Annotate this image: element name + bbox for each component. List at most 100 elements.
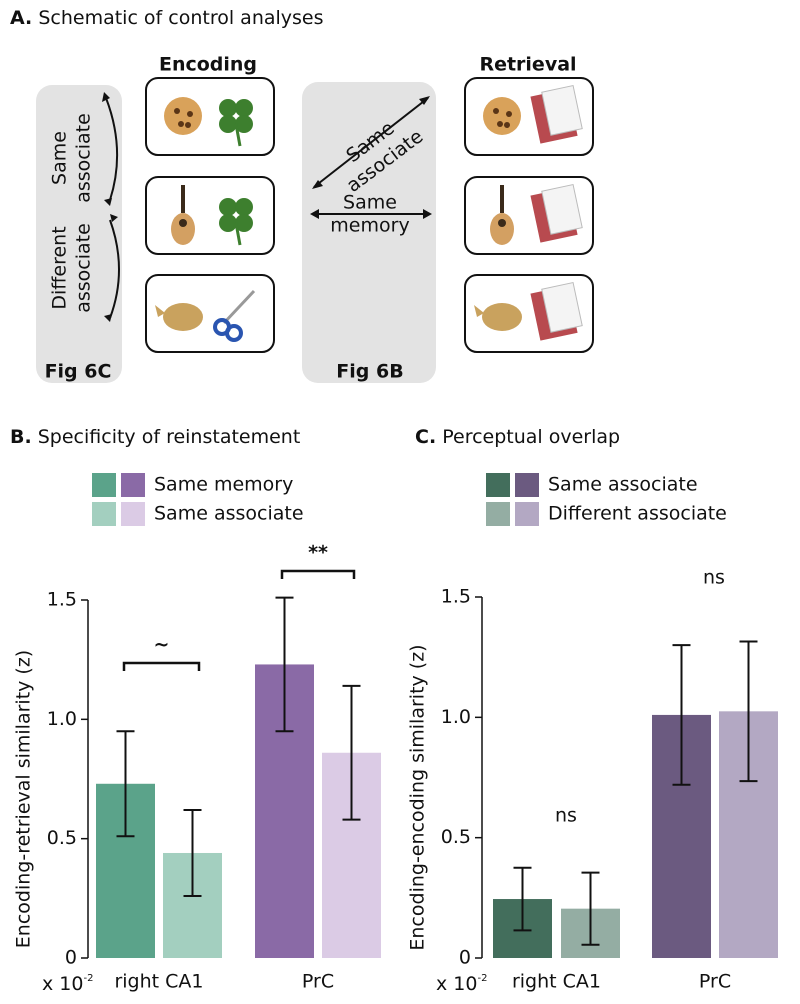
error-bar (513, 866, 532, 932)
chip (493, 108, 499, 114)
hole (498, 219, 506, 227)
leaf (219, 214, 237, 232)
blade (222, 289, 256, 325)
fig-label: Fig 6C (45, 361, 112, 383)
label-line: Same (49, 131, 71, 185)
cookie (164, 97, 202, 135)
x-tick-label: right CA1 (114, 971, 203, 993)
panel-title: B. Specificity of reinstatement (10, 426, 300, 448)
y-tick-label: 1.5 (441, 586, 471, 608)
label: Same associate (49, 113, 95, 203)
spout (155, 305, 165, 317)
significance-label: ns (555, 805, 577, 827)
x-tick-label: PrC (699, 971, 731, 993)
legend-swatch (121, 473, 145, 497)
title: Schematic of control analyses (38, 7, 323, 29)
panel-letter: A. (10, 7, 32, 29)
y-tick-label: 0 (459, 947, 471, 969)
y-tick-label: 0.5 (441, 826, 471, 848)
legend-swatch (515, 502, 539, 526)
legend-swatch (92, 473, 116, 497)
label-line: associate (73, 223, 95, 313)
heading: Encoding (159, 54, 257, 76)
panel-letter: B. (10, 426, 32, 448)
error-bar (116, 730, 135, 838)
leaf (219, 99, 237, 117)
neck (500, 185, 504, 213)
chip (185, 122, 191, 128)
body (171, 213, 195, 245)
legend-swatch (121, 502, 145, 526)
significance-bracket (280, 569, 356, 579)
significance-label: ns (703, 567, 725, 589)
multiplier-exp: -2 (83, 973, 93, 984)
error-bar (739, 640, 758, 783)
multiplier-exp: -2 (477, 973, 487, 984)
legend-label: Same associate (154, 503, 304, 525)
axis-multiplier: x 10-2 (42, 973, 93, 995)
chip (506, 111, 512, 117)
page (541, 84, 583, 136)
title: Perceptual overlap (442, 426, 620, 448)
legend-label: Same associate (548, 474, 698, 496)
label-line: memory (330, 215, 409, 237)
panel-a-title: A. Schematic of control analyses (10, 7, 324, 29)
pot (163, 303, 203, 331)
error-bar (342, 684, 361, 821)
y-tick-label: 1.0 (441, 706, 471, 728)
heading: Retrieval (479, 54, 576, 76)
hole (179, 219, 187, 227)
panel-letter: C. (415, 426, 436, 448)
label: Different associate (49, 223, 95, 313)
y-axis-label: Encoding-encoding similarity (z) (407, 644, 429, 950)
error-bar (183, 809, 202, 897)
stem (234, 222, 242, 246)
page (541, 183, 583, 235)
y-axis-label: Encoding-retrieval similarity (z) (13, 650, 35, 948)
arrow (105, 97, 119, 201)
significance-label: ~ (154, 634, 170, 656)
body (490, 213, 514, 245)
x-tick-label: right CA1 (512, 971, 601, 993)
leaf (235, 99, 253, 117)
pot (482, 303, 522, 331)
fig-label: Fig 6B (336, 361, 403, 383)
chip (187, 111, 193, 117)
leaf (219, 115, 237, 133)
significance-label: ** (308, 542, 328, 564)
leaf (235, 115, 253, 133)
leaf (219, 198, 237, 216)
leaf (235, 198, 253, 216)
chip (504, 122, 510, 128)
legend-label: Different associate (548, 503, 727, 525)
handle (225, 324, 243, 342)
page (541, 281, 583, 333)
chip (178, 121, 184, 127)
chip (174, 108, 180, 114)
chip (497, 121, 503, 127)
panel-bg (36, 85, 122, 383)
stimuli (145, 77, 594, 353)
x-tick-label: PrC (302, 971, 334, 993)
y-tick-label: 1.0 (47, 708, 77, 730)
error-bar (581, 871, 600, 946)
spout (474, 305, 484, 317)
legend-swatch (486, 473, 510, 497)
y-tick-label: 0 (65, 947, 77, 969)
axis-multiplier: x 10-2 (436, 973, 487, 995)
title: Specificity of reinstatement (38, 426, 301, 448)
panel-bg (302, 82, 436, 383)
neck (181, 185, 185, 213)
stem (234, 123, 242, 147)
label-line: Same (343, 192, 397, 214)
arrow (313, 97, 429, 188)
legend-swatch (515, 473, 539, 497)
leaf (235, 214, 253, 232)
legend-swatch (486, 502, 510, 526)
multiplier-base: x 10 (436, 973, 477, 995)
panel-title: C. Perceptual overlap (415, 426, 620, 448)
multiplier-base: x 10 (42, 973, 83, 995)
stimulus-box (145, 77, 275, 156)
arrow (109, 219, 120, 319)
